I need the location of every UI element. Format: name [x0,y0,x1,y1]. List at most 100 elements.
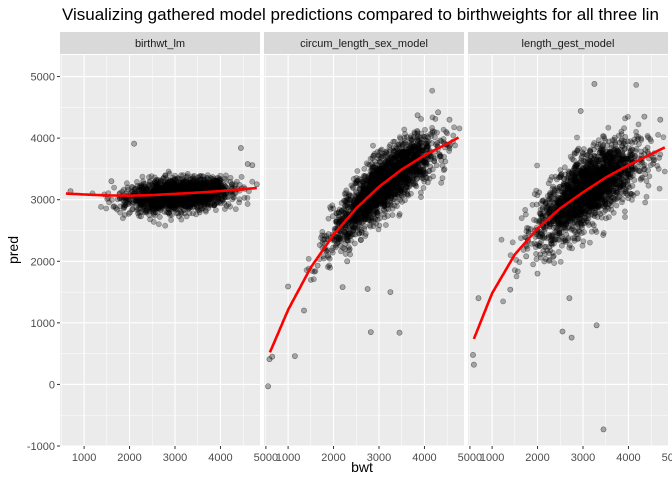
data-point [178,200,184,207]
data-point [178,209,185,216]
data-point [165,200,172,207]
data-point [339,231,346,238]
data-point [203,194,210,200]
facet-panels: birthwt_lm circum_length_sex_model length_… [60,32,668,447]
data-point [163,180,170,187]
data-point [370,142,376,149]
data-point [412,153,419,160]
data-point [411,172,417,179]
data-point [157,180,163,187]
data-point [154,201,161,208]
data-point [372,202,379,209]
data-point [189,194,196,201]
data-point [173,196,180,203]
data-point [418,136,425,143]
data-point [330,244,336,251]
data-point [179,202,186,208]
data-point [367,211,374,218]
data-point [168,206,174,213]
data-point [344,258,351,265]
data-point [190,198,196,205]
data-point [335,219,342,226]
data-point [382,163,389,170]
data-point [135,198,142,204]
data-point [337,230,344,237]
data-point [132,197,139,204]
data-point [393,151,400,157]
data-point [213,194,219,201]
data-point [377,158,384,165]
data-point [219,197,226,204]
data-point [388,183,395,190]
data-point [377,215,383,221]
data-point [381,185,387,192]
data-point [140,178,146,185]
data-point [177,197,184,204]
data-point [196,195,203,202]
data-point [372,200,379,207]
data-point [382,185,389,191]
data-point [168,198,174,205]
data-point [352,218,359,225]
data-point [200,180,207,187]
data-point [190,183,197,190]
data-point [167,199,174,206]
data-point [148,186,155,193]
data-point [346,191,353,198]
data-point [195,182,202,189]
data-point [168,181,175,188]
data-point [411,129,418,136]
data-point [191,181,198,188]
data-point [159,199,166,206]
data-point [197,179,204,186]
data-point [155,198,162,204]
data-point [394,176,400,183]
data-point [167,181,173,188]
data-point [162,203,169,209]
data-point [368,171,375,178]
data-point [169,195,175,202]
data-point [120,215,126,222]
data-point [210,177,217,184]
data-point [209,183,216,190]
data-point [163,197,169,204]
data-point [156,185,163,191]
data-point [365,189,371,196]
data-point [389,167,396,173]
data-point [410,163,417,170]
data-point [145,206,152,212]
data-point [220,191,227,198]
data-point [142,183,149,190]
data-point [162,197,169,204]
data-point [161,195,168,202]
data-point [175,198,182,205]
data-point [389,167,396,174]
data-point [166,195,173,202]
data-point [363,210,370,216]
data-point [383,158,390,164]
data-point [160,187,167,193]
data-point [401,126,408,133]
data-point [182,184,189,190]
data-point [371,200,378,207]
data-point [385,156,392,163]
data-point [190,178,196,185]
data-point [186,183,193,190]
data-point [117,203,123,210]
data-point [162,180,169,187]
data-point [167,199,174,206]
data-point [357,236,364,243]
data-point [403,155,410,162]
data-point [442,158,449,165]
data-point [166,182,173,189]
data-point [193,178,199,185]
data-point [148,201,154,208]
data-point [207,181,214,188]
data-point [405,150,412,156]
data-point [138,183,145,190]
data-point [362,184,369,191]
data-point [98,203,104,210]
data-point [348,222,355,229]
data-point [159,181,166,188]
data-point [186,179,193,186]
